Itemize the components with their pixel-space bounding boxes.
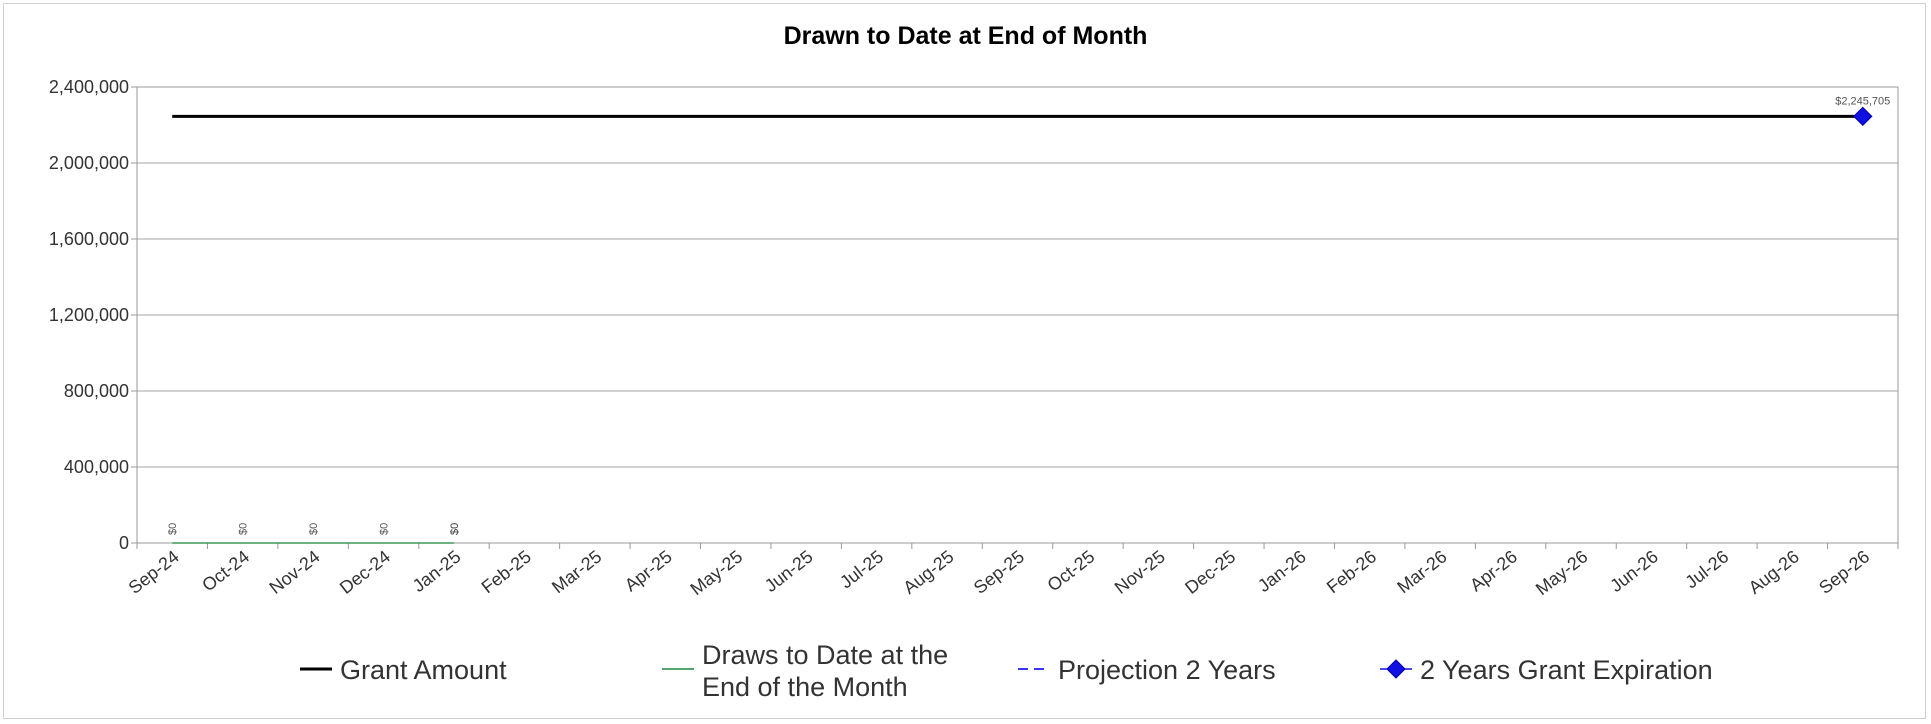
x-tick-label: Aug-25	[899, 546, 957, 597]
x-tick-label: Sep-24	[125, 546, 183, 597]
x-tick-label: Apr-26	[1466, 546, 1521, 595]
y-tick-label: 1,200,000	[49, 305, 129, 325]
x-tick-label: Feb-25	[478, 546, 535, 597]
x-tick-label: Jul-26	[1681, 546, 1732, 592]
x-tick-label: Dec-24	[336, 546, 394, 597]
x-axis: Sep-24 Oct-24 Nov-24 Dec-24 Jan-25 Feb-25 Mar-…	[125, 543, 1899, 599]
gridlines	[137, 162, 1898, 468]
y-tick-label: 2,000,000	[49, 153, 129, 173]
legend-label: Draws to Date at the	[702, 640, 948, 670]
x-tick-label: Aug-26	[1745, 546, 1803, 597]
x-tick-label: Jun-26	[1606, 546, 1662, 596]
x-tick-label: Oct-24	[198, 546, 253, 595]
data-labels: $0 $0 $0 $0 $0$0$2,245,705	[167, 95, 1890, 535]
y-tick-label: 0	[119, 533, 129, 553]
x-tick-label: Jan-26	[1254, 546, 1310, 596]
data-label: $0	[449, 523, 461, 535]
chart-title: Drawn to Date at End of Month	[783, 22, 1148, 50]
y-axis: 0 400,000 800,000 1,200,000 1,600,000 2,000,0…	[49, 77, 137, 553]
legend-label: End of the Month	[702, 672, 908, 702]
x-tick-label: Jul-25	[836, 546, 887, 592]
data-label: $0	[238, 523, 250, 535]
x-tick-label: May-26	[1532, 546, 1592, 599]
data-label: $0	[308, 523, 320, 535]
x-tick-label: Jun-25	[761, 546, 817, 596]
x-tick-label: Dec-25	[1181, 546, 1239, 597]
y-tick-label: 800,000	[64, 381, 129, 401]
legend-label: 2 Years Grant Expiration	[1420, 655, 1713, 685]
x-tick-label: Nov-25	[1111, 546, 1169, 597]
chart-frame	[3, 3, 1926, 719]
x-tick-label: Sep-26	[1815, 546, 1873, 597]
series	[172, 106, 1873, 544]
x-tick-label: May-25	[687, 546, 747, 599]
expiration-marker	[1853, 106, 1873, 127]
x-tick-label: Feb-26	[1323, 546, 1380, 597]
x-tick-label: Oct-25	[1044, 546, 1099, 595]
data-label: $0	[167, 523, 179, 535]
legend-label: Grant Amount	[340, 655, 507, 685]
x-tick-label: Jan-25	[409, 546, 465, 596]
x-tick-label: Apr-25	[621, 546, 676, 595]
x-tick-label: Nov-24	[266, 546, 324, 597]
legend-swatch-marker	[1386, 659, 1406, 679]
y-tick-label: 1,600,000	[49, 229, 129, 249]
y-tick-label: 400,000	[64, 457, 129, 477]
data-label: $0	[379, 523, 391, 535]
x-tick-label: Sep-25	[970, 546, 1028, 597]
x-tick-label: Mar-25	[548, 546, 605, 597]
data-label: $0	[449, 523, 461, 535]
legend-label: Projection 2 Years	[1058, 655, 1276, 685]
y-tick-label: 2,400,000	[49, 77, 129, 97]
x-tick-label: Mar-26	[1393, 546, 1450, 597]
data-label: $2,245,705	[1835, 95, 1890, 107]
